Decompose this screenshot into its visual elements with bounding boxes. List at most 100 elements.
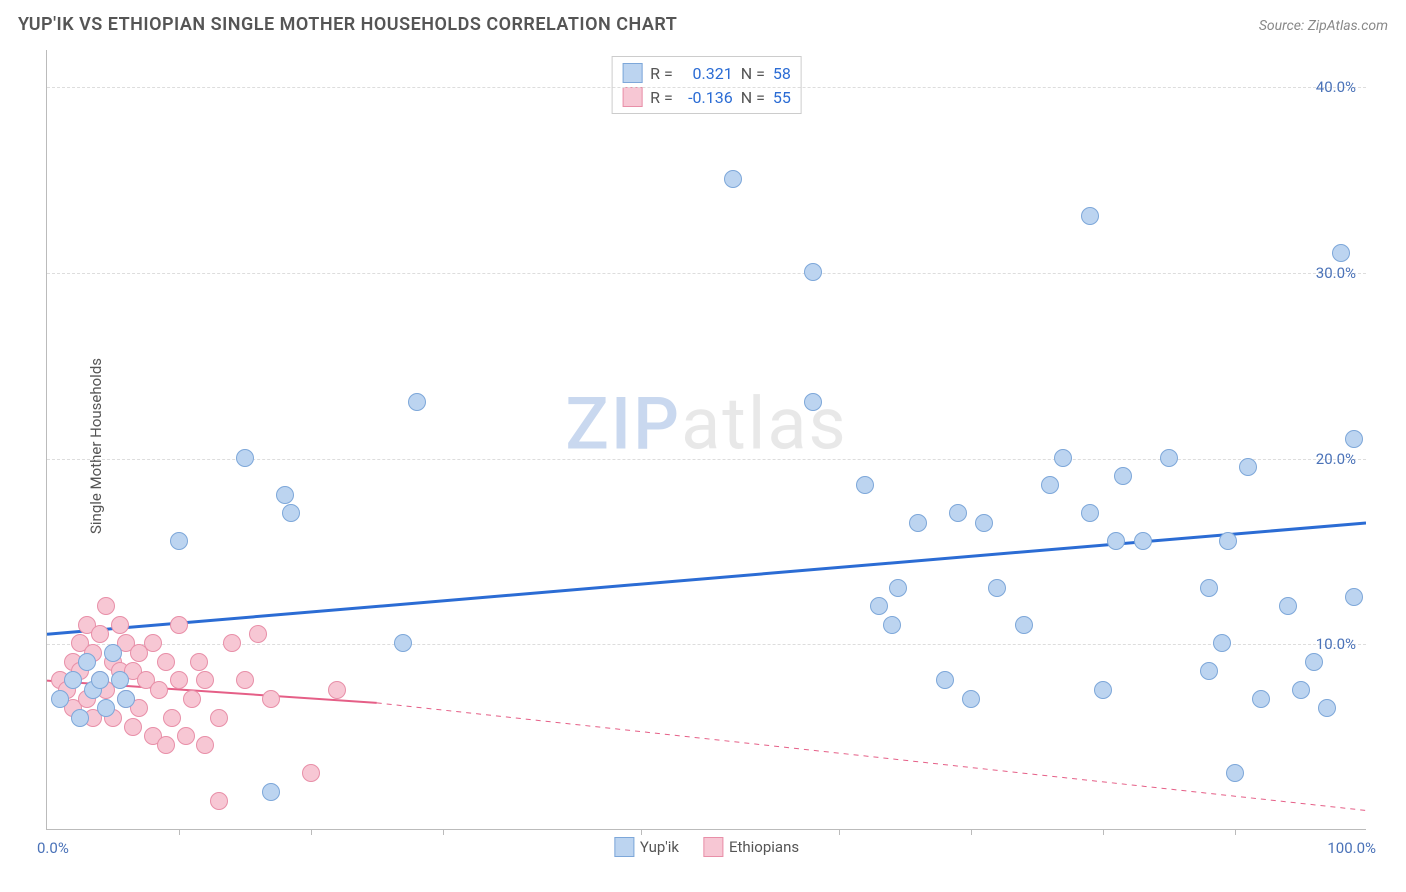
scatter-point-yupik [1107,532,1125,550]
scatter-point-yupik [111,671,129,689]
y-tick-label: 20.0% [1316,450,1356,468]
chart-title: YUP'IK VS ETHIOPIAN SINGLE MOTHER HOUSEH… [18,14,677,35]
scatter-point-yupik [1292,681,1310,699]
scatter-point-yupik [1041,476,1059,494]
scatter-point-ethiopians [223,634,241,652]
scatter-point-yupik [1226,764,1244,782]
scatter-point-yupik [1305,653,1323,671]
scatter-point-yupik [408,393,426,411]
scatter-point-yupik [1015,616,1033,634]
scatter-point-yupik [64,671,82,689]
gridline [47,87,1366,88]
x-tick [971,829,972,835]
chart-container: YUP'IK VS ETHIOPIAN SINGLE MOTHER HOUSEH… [0,0,1406,892]
scatter-point-yupik [104,644,122,662]
legend-swatch-ethiopians [703,837,723,857]
scatter-point-ethiopians [196,671,214,689]
scatter-point-ethiopians [124,718,142,736]
scatter-point-yupik [1318,699,1336,717]
scatter-point-yupik [1114,467,1132,485]
scatter-point-ethiopians [236,671,254,689]
scatter-point-yupik [71,709,89,727]
scatter-point-ethiopians [170,616,188,634]
scatter-point-ethiopians [210,709,228,727]
scatter-point-yupik [1252,690,1270,708]
scatter-point-ethiopians [249,625,267,643]
scatter-point-yupik [988,579,1006,597]
scatter-point-ethiopians [328,681,346,699]
scatter-point-yupik [170,532,188,550]
title-bar: YUP'IK VS ETHIOPIAN SINGLE MOTHER HOUSEH… [18,14,1388,35]
scatter-point-yupik [1345,430,1363,448]
x-tick [641,829,642,835]
scatter-point-ethiopians [262,690,280,708]
scatter-point-yupik [262,783,280,801]
swatch-yupik [622,63,642,83]
scatter-point-yupik [1213,634,1231,652]
y-tick-label: 40.0% [1316,78,1356,96]
scatter-point-ethiopians [97,597,115,615]
scatter-point-yupik [975,514,993,532]
scatter-point-yupik [97,699,115,717]
scatter-point-ethiopians [170,671,188,689]
y-tick-label: 30.0% [1316,264,1356,282]
correlation-stat-box: R = 0.321 N = 58 R = -0.136 N = 55 [611,56,802,114]
scatter-point-ethiopians [177,727,195,745]
scatter-point-ethiopians [190,653,208,671]
legend-swatch-yupik [614,837,634,857]
scatter-point-yupik [909,514,927,532]
scatter-point-yupik [1200,579,1218,597]
scatter-point-ethiopians [183,690,201,708]
scatter-point-yupik [870,597,888,615]
scatter-point-yupik [936,671,954,689]
scatter-point-yupik [1200,662,1218,680]
swatch-ethiopians [622,87,642,107]
scatter-point-yupik [1279,597,1297,615]
source-label: Source: ZipAtlas.com [1259,18,1388,34]
gridline [47,644,1366,645]
scatter-point-yupik [1239,458,1257,476]
x-tick [179,829,180,835]
scatter-point-ethiopians [144,634,162,652]
scatter-point-yupik [856,476,874,494]
plot-area: ZIPatlas R = 0.321 N = 58 R = -0.136 N =… [46,50,1366,830]
scatter-point-yupik [78,653,96,671]
scatter-point-yupik [883,616,901,634]
gridline [47,273,1366,274]
scatter-point-yupik [804,393,822,411]
scatter-point-ethiopians [111,616,129,634]
x-tick [1103,829,1104,835]
x-tick [443,829,444,835]
scatter-point-yupik [949,504,967,522]
scatter-point-ethiopians [210,792,228,810]
legend-label-ethiopians: Ethiopians [729,838,799,856]
scatter-point-ethiopians [150,681,168,699]
scatter-point-yupik [282,504,300,522]
watermark: ZIPatlas [565,381,847,466]
scatter-point-ethiopians [196,736,214,754]
scatter-point-yupik [1081,207,1099,225]
scatter-point-yupik [1094,681,1112,699]
scatter-point-yupik [962,690,980,708]
scatter-point-yupik [51,690,69,708]
scatter-point-yupik [804,263,822,281]
y-tick-label: 10.0% [1316,635,1356,653]
scatter-point-yupik [889,579,907,597]
scatter-point-yupik [1345,588,1363,606]
scatter-point-yupik [1160,449,1178,467]
x-tick [1235,829,1236,835]
scatter-point-yupik [394,634,412,652]
legend-item-yupik: Yup'ik [614,837,679,857]
x-tick [839,829,840,835]
scatter-point-yupik [724,170,742,188]
stat-row-yupik: R = 0.321 N = 58 [622,61,791,85]
scatter-point-ethiopians [163,709,181,727]
x-tick [311,829,312,835]
scatter-point-ethiopians [157,736,175,754]
scatter-point-yupik [1054,449,1072,467]
scatter-point-yupik [1219,532,1237,550]
scatter-point-yupik [1134,532,1152,550]
scatter-point-yupik [91,671,109,689]
scatter-point-yupik [117,690,135,708]
trend-lines-svg [47,50,1366,829]
